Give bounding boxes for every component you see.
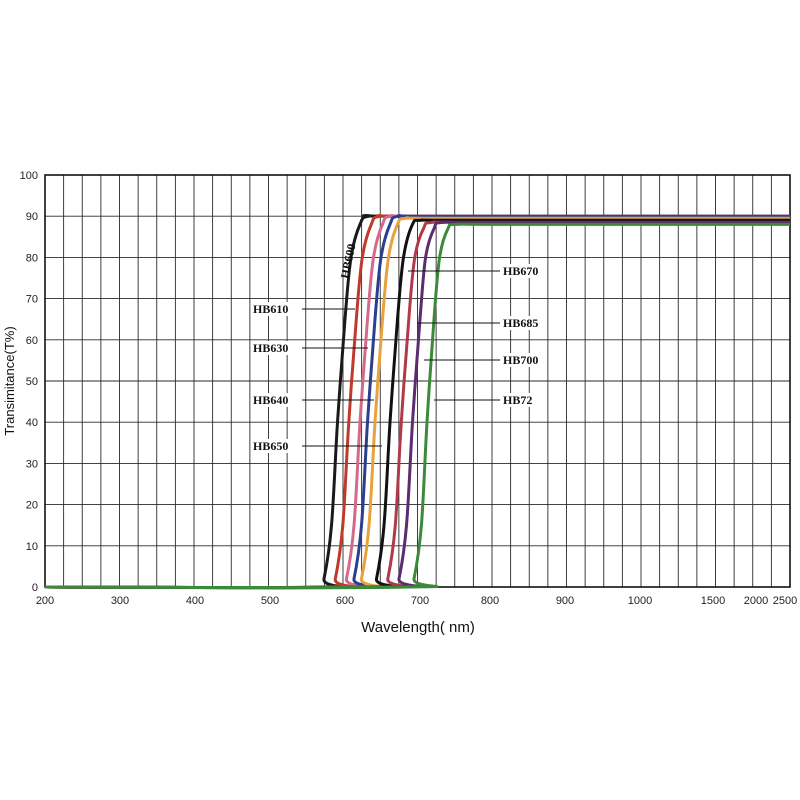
label-background — [501, 393, 547, 407]
x-tick-label: 900 — [556, 595, 574, 607]
series-label-hb685: HB685 — [503, 316, 538, 330]
y-tick-label: 50 — [26, 376, 38, 388]
label-background — [501, 353, 547, 367]
x-tick-label: 600 — [336, 595, 354, 607]
x-tick-label: 700 — [411, 595, 429, 607]
series-label-hb610: HB610 — [253, 302, 288, 316]
y-tick-label: 30 — [26, 458, 38, 470]
y-tick-label: 40 — [26, 417, 38, 429]
series-label-hb670: HB670 — [503, 264, 538, 278]
y-tick-label: 70 — [26, 294, 38, 306]
y-tick-label: 100 — [20, 170, 38, 182]
x-tick-label: 800 — [481, 595, 499, 607]
y-tick-label: 90 — [26, 211, 38, 223]
series-labels: HB600 HB610 HB630 HB640 HB650 HB670 HB685 HB700… — [251, 242, 547, 453]
series-label-hb640: HB640 — [253, 393, 288, 407]
label-background — [251, 341, 297, 355]
label-background — [501, 316, 547, 330]
y-tick-label: 0 — [32, 582, 38, 594]
y-tick-label: 60 — [26, 335, 38, 347]
axes: 0 10 20 30 40 50 60 70 80 90 100 200 300 400 500 600 700… — [20, 170, 798, 607]
x-tick-label: 1000 — [628, 595, 652, 607]
series-label-hb700: HB700 — [503, 353, 538, 367]
label-background — [251, 393, 297, 407]
label-background — [251, 439, 297, 453]
x-tick-label: 400 — [186, 595, 204, 607]
series-label-hb650: HB650 — [253, 439, 288, 453]
x-tick-label: 300 — [111, 595, 129, 607]
x-tick-label: 200 — [36, 595, 54, 607]
x-tick-label: 1500 — [701, 595, 725, 607]
x-tick-label: 2000 — [744, 595, 768, 607]
series-lines — [44, 214, 790, 590]
y-axis-title: Transimitance(T%) — [2, 326, 17, 435]
series-label-hb72: HB72 — [503, 393, 532, 407]
x-axis-title: Wavelength( nm) — [361, 619, 475, 636]
x-tick-label: 2500 — [773, 595, 797, 607]
y-tick-label: 20 — [26, 500, 38, 512]
series-label-hb630: HB630 — [253, 341, 288, 355]
x-tick-label: 500 — [261, 595, 279, 607]
series-line-hb720 — [44, 222, 790, 590]
label-background — [251, 302, 297, 316]
grid — [44, 174, 791, 588]
label-background — [501, 264, 547, 278]
y-tick-label: 10 — [26, 541, 38, 553]
series-label-hb600: HB600 — [338, 242, 359, 279]
y-tick-label: 80 — [26, 252, 38, 264]
